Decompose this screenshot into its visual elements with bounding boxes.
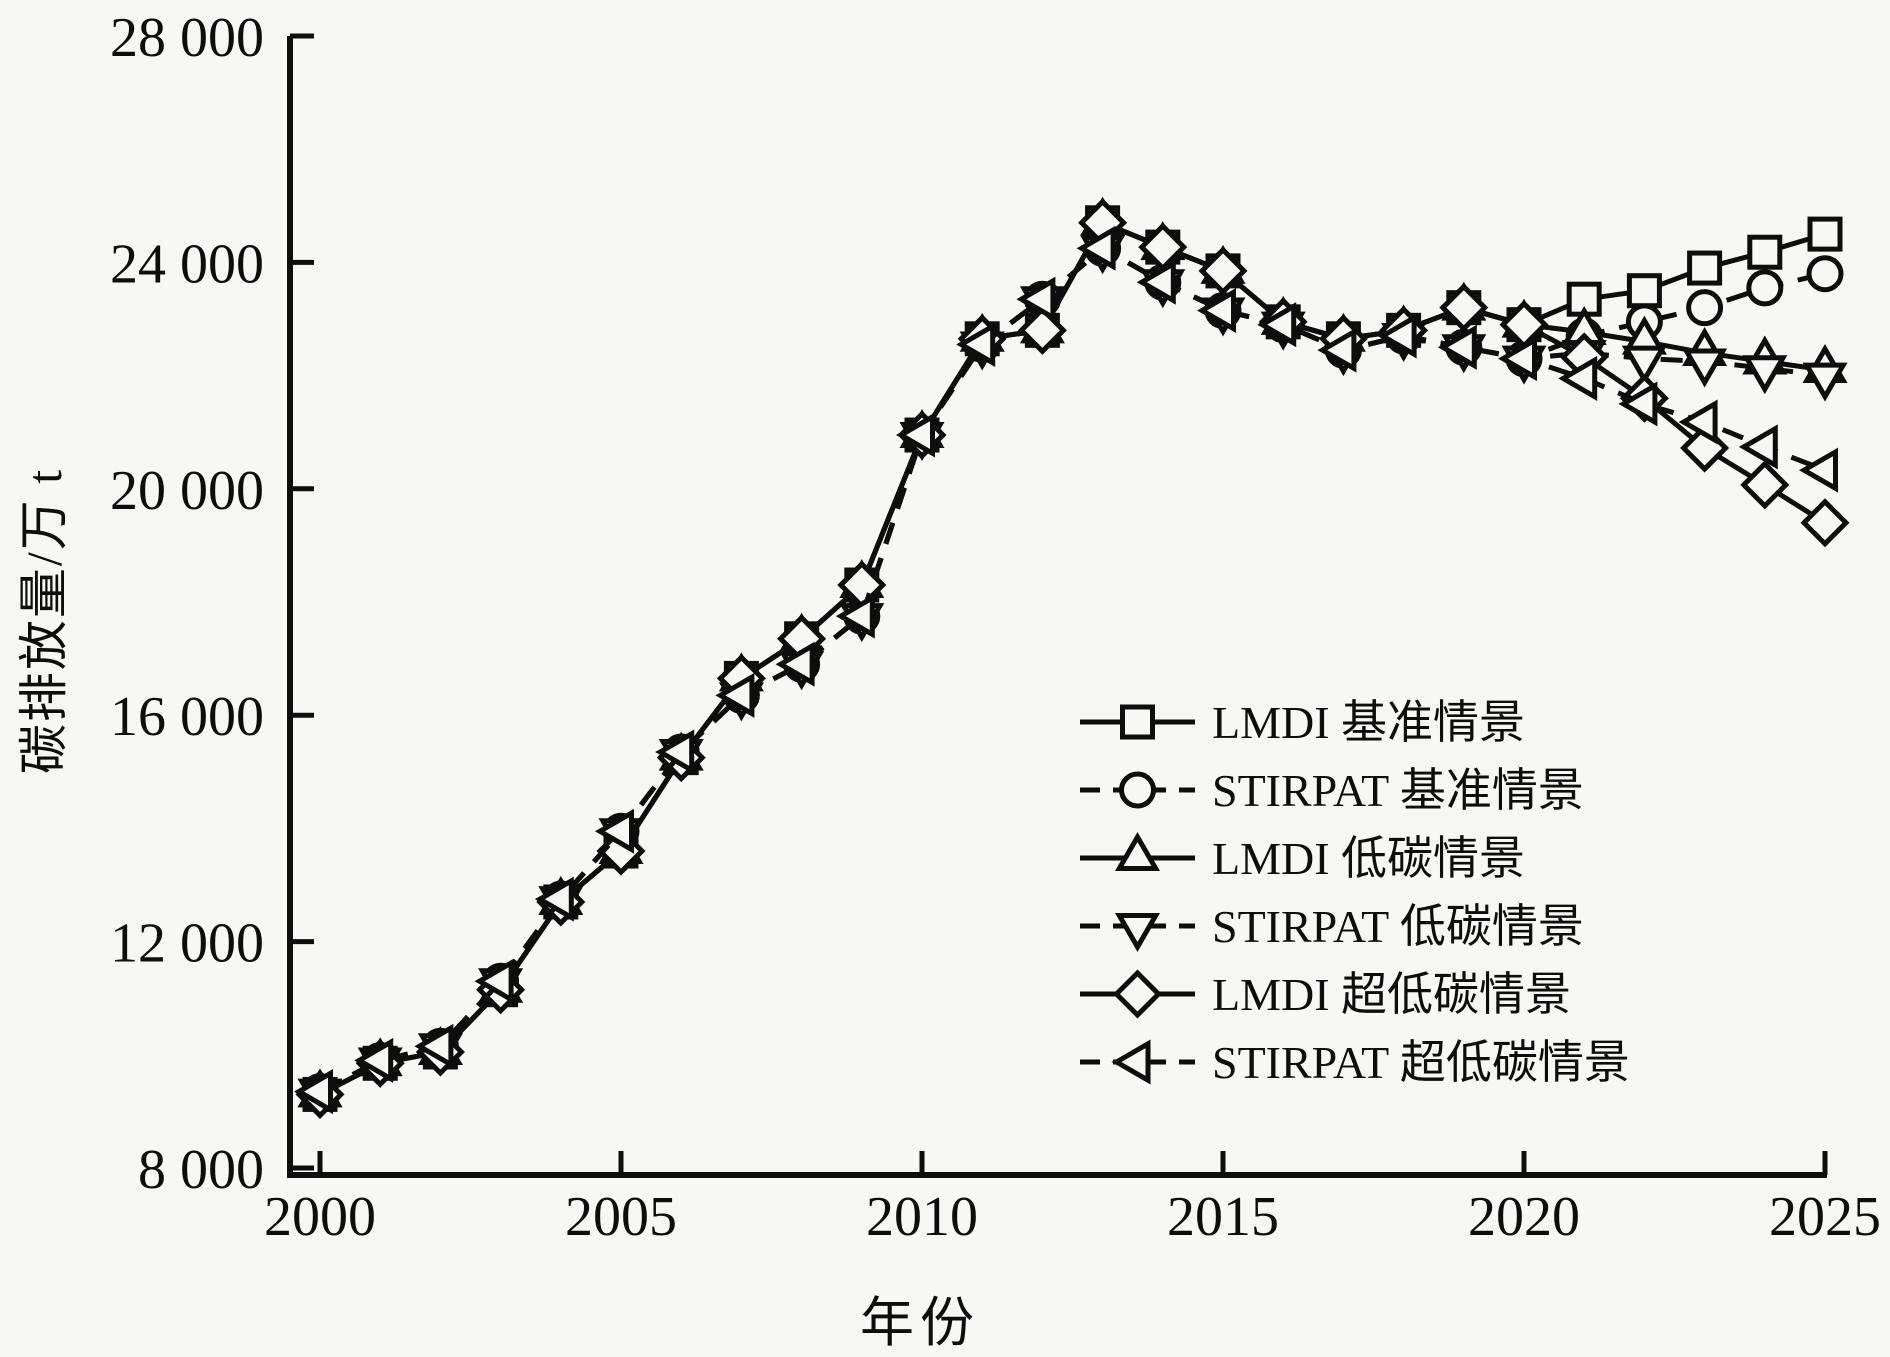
legend: LMDI 基准情景 STIRPAT 基准情景 LMDI 低碳情景 STIRPAT 低碳… <box>1080 697 1630 1088</box>
x-tick-label: 2000 <box>264 1186 376 1248</box>
triangle-down-marker-icon <box>1114 913 1161 952</box>
triangle-left-marker-icon <box>775 641 815 687</box>
triangle-left-marker-icon <box>1437 324 1477 370</box>
x-tick-label: 2025 <box>1769 1186 1881 1248</box>
triangle-left-marker-icon <box>1377 313 1417 359</box>
series-line-stirpat-low <box>318 245 1826 1094</box>
triangle-left-marker-icon <box>294 1069 333 1115</box>
triangle-left-marker-icon <box>1136 259 1176 305</box>
triangle-left-marker-icon <box>715 672 755 718</box>
circle-marker-icon <box>1686 289 1724 327</box>
series-stirpat-base <box>301 229 1844 1111</box>
y-tick-label: 24 000 <box>110 233 264 295</box>
triangle-left-marker-icon <box>1558 355 1598 401</box>
triangle-left-marker-icon <box>1016 276 1056 322</box>
axes: 8 000 12 000 16 000 20 000 24 000 28 000 2000 2… <box>110 7 1881 1248</box>
y-tick-label: 20 000 <box>110 460 264 522</box>
triangle-left-marker-icon <box>1498 336 1537 382</box>
legend-label: LMDI 低碳情景 <box>1212 833 1525 884</box>
diamond-marker-icon <box>1112 969 1163 1019</box>
legend-item-lmdi-ultralow: LMDI 超低碳情景 <box>1080 969 1571 1020</box>
circle-marker-icon <box>1119 771 1156 809</box>
series-lmdi-low <box>297 196 1848 1108</box>
legend-label: LMDI 超低碳情景 <box>1212 969 1571 1020</box>
triangle-left-marker-icon <box>1197 287 1236 334</box>
triangle-left-marker-icon <box>655 729 695 775</box>
legend-label: STIRPAT 超低碳情景 <box>1212 1037 1630 1088</box>
square-marker-icon <box>1807 216 1843 252</box>
triangle-left-marker-icon <box>534 876 574 922</box>
triangle-down-marker-icon <box>1802 362 1848 402</box>
legend-item-lmdi-base: LMDI 基准情景 <box>1080 697 1525 748</box>
square-marker-icon <box>1687 250 1723 286</box>
triangle-up-marker-icon <box>1114 832 1161 871</box>
triangle-left-marker-icon <box>896 412 935 458</box>
square-marker-icon <box>1120 704 1155 740</box>
triangle-down-marker-icon <box>1742 355 1788 395</box>
circle-marker-icon <box>1806 255 1844 293</box>
triangle-left-marker-icon <box>1257 302 1297 348</box>
legend-label: STIRPAT 基准情景 <box>1212 765 1584 816</box>
triangle-left-marker-icon <box>835 593 875 639</box>
legend-label: LMDI 基准情景 <box>1212 697 1525 748</box>
y-tick-label: 12 000 <box>110 913 264 975</box>
x-tick-label: 2015 <box>1167 1186 1279 1248</box>
triangle-left-marker-icon <box>474 958 514 1004</box>
series-lmdi-base <box>302 205 1843 1112</box>
x-axis-title: 年份 <box>860 1293 980 1353</box>
legend-item-stirpat-low: STIRPAT 低碳情景 <box>1080 901 1584 952</box>
triangle-left-marker-icon <box>956 321 996 368</box>
diamond-marker-icon <box>1439 283 1489 333</box>
diamond-marker-icon <box>1800 498 1850 548</box>
x-tick-label: 2005 <box>565 1186 677 1248</box>
series-line-stirpat-ultralow <box>318 245 1826 1094</box>
diamond-marker-icon <box>1740 460 1790 510</box>
legend-item-stirpat-base: STIRPAT 基准情景 <box>1080 765 1584 816</box>
triangle-left-marker-icon <box>1799 447 1838 493</box>
diamond-marker-icon <box>1198 246 1248 296</box>
axis-frame <box>287 36 1827 1178</box>
square-marker-icon <box>1747 234 1783 270</box>
triangle-left-marker-icon <box>1678 399 1718 445</box>
legend-item-lmdi-low: LMDI 低碳情景 <box>1080 832 1525 884</box>
x-tick-label: 2010 <box>866 1186 978 1248</box>
legend-label: STIRPAT 低碳情景 <box>1212 901 1584 952</box>
y-tick-label: 8 000 <box>138 1139 264 1201</box>
legend-item-stirpat-ultralow: STIRPAT 超低碳情景 <box>1080 1037 1630 1088</box>
triangle-left-marker-icon <box>414 1023 454 1069</box>
series-line-stirpat-base <box>318 245 1826 1094</box>
triangle-left-marker-icon <box>1111 1039 1151 1085</box>
triangle-left-marker-icon <box>354 1037 394 1083</box>
triangle-left-marker-icon <box>1076 225 1116 271</box>
y-axis-title: 碳排放量/万 t <box>16 467 72 775</box>
triangle-down-marker-icon <box>1621 345 1667 385</box>
series-stirpat-ultralow <box>294 225 1838 1115</box>
square-marker-icon <box>1626 273 1662 309</box>
triangle-down-marker-icon <box>1682 348 1728 388</box>
y-tick-label: 28 000 <box>110 7 264 69</box>
x-tick-label: 2020 <box>1468 1186 1580 1248</box>
triangle-left-marker-icon <box>1317 327 1357 373</box>
triangle-left-marker-icon <box>1738 424 1778 470</box>
circle-marker-icon <box>1746 269 1784 307</box>
triangle-left-marker-icon <box>595 808 634 854</box>
y-tick-label: 16 000 <box>110 686 264 748</box>
triangle-left-marker-icon <box>1618 381 1658 427</box>
series-stirpat-low <box>297 235 1848 1118</box>
